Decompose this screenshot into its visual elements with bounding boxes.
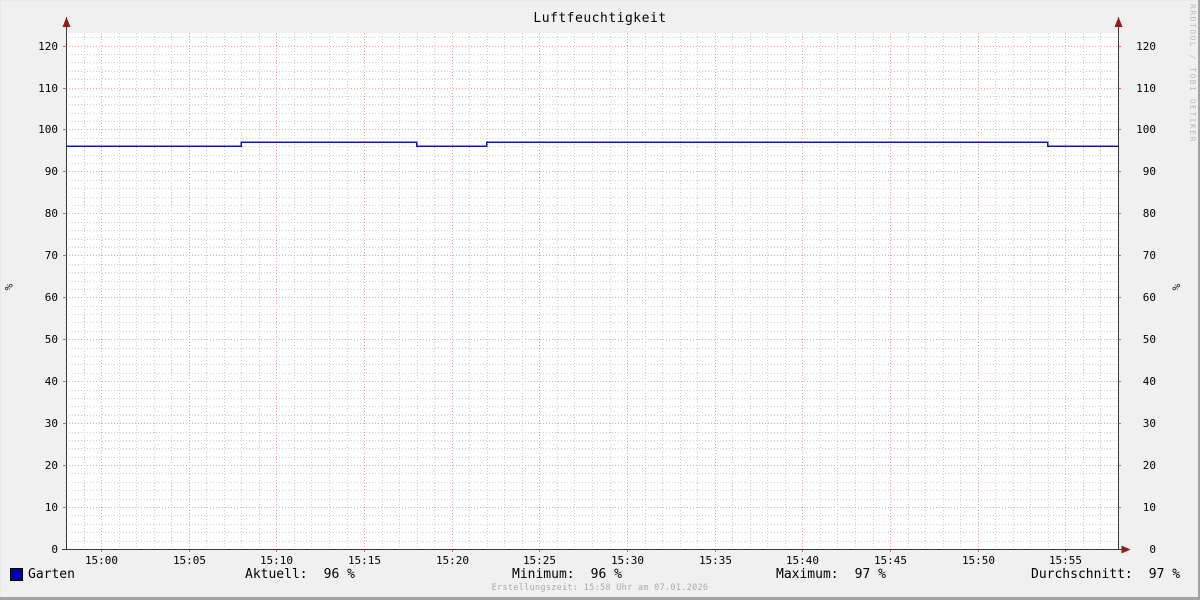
creation-timestamp: Erstellungszeit: 15:58 Uhr am 07.01.2026 <box>491 583 709 593</box>
stat-minimum-value: 96 % <box>590 567 622 582</box>
y-tick-label: 0 <box>1149 542 1156 556</box>
y-tick-label: 40 <box>1142 374 1156 388</box>
y-tick-label: 40 <box>44 374 58 388</box>
x-tick-label: 15:25 <box>522 554 557 567</box>
x-tick-label: 15:35 <box>698 554 733 567</box>
y-tick-label: 50 <box>1142 332 1156 346</box>
stat-maximum-label: Maximum: <box>776 567 839 582</box>
y-tick-label: 60 <box>1142 290 1156 304</box>
stat-durchschnitt: Durchschnitt: 97 % <box>1031 567 1180 582</box>
series-color-swatch <box>10 568 23 581</box>
y-tick-label: 10 <box>1142 500 1156 514</box>
y-tick-label: 90 <box>1142 164 1156 178</box>
y-tick-label: 80 <box>1142 206 1156 220</box>
x-tick-label: 15:10 <box>259 554 294 567</box>
y-tick-label: 0 <box>51 542 58 556</box>
y-tick-label: 80 <box>44 206 58 220</box>
y-tick-label: 20 <box>44 458 58 472</box>
y-tick-label: 100 <box>1136 122 1156 136</box>
y-axis-unit-right: % <box>1169 283 1183 291</box>
rrdtool-watermark: RRDTOOL / TOBI OETIKER <box>1188 4 1197 143</box>
x-tick-label: 15:00 <box>84 554 119 567</box>
x-tick-label: 15:50 <box>961 554 996 567</box>
x-tick-label: 15:20 <box>435 554 470 567</box>
stat-aktuell-label: Aktuell: <box>245 567 308 582</box>
y-tick-label: 20 <box>1142 458 1156 472</box>
y-tick-label: 10 <box>44 500 58 514</box>
x-tick-label: 15:40 <box>785 554 820 567</box>
y-tick-label: 50 <box>44 332 58 346</box>
y-axis-unit-left: % <box>2 283 16 291</box>
y-tick-label: 110 <box>1136 81 1156 95</box>
stat-aktuell-value: 96 % <box>323 567 355 582</box>
x-tick-label: 15:30 <box>610 554 645 567</box>
x-tick-label: 15:05 <box>172 554 207 567</box>
y-tick-label: 100 <box>38 122 58 136</box>
stat-minimum-label: Minimum: <box>512 567 575 582</box>
x-tick-label: 15:15 <box>347 554 382 567</box>
y-tick-label: 110 <box>38 81 58 95</box>
x-tick-label: 15:55 <box>1048 554 1083 567</box>
stat-aktuell: Aktuell: 96 % <box>245 567 355 582</box>
y-tick-label: 90 <box>44 164 58 178</box>
chart-title: Luftfeuchtigkeit <box>533 11 667 26</box>
stat-maximum: Maximum: 97 % <box>776 567 886 582</box>
y-tick-label: 70 <box>44 248 58 262</box>
series-name: Garten <box>28 567 75 582</box>
legend: Garten Aktuell: 96 % Minimum: 96 % Maximum… <box>0 567 1200 582</box>
y-axis-labels-right: 0 10 20 30 40 50 60 70 80 90 100 110 120 <box>1124 0 1156 600</box>
x-axis-labels: 15:00 15:05 15:10 15:15 15:20 15:25 15:30 15:35… <box>0 554 1200 568</box>
y-axis-labels-left: 0 10 20 30 40 50 60 70 80 90 100 110 120 <box>0 0 58 600</box>
stat-durchschnitt-value: 97 % <box>1148 567 1181 582</box>
y-tick-label: 60 <box>44 290 58 304</box>
stat-minimum: Minimum: 96 % <box>512 567 622 582</box>
y-tick-label: 70 <box>1142 248 1156 262</box>
stat-maximum-value: 97 % <box>854 567 886 582</box>
stat-durchschnitt-label: Durchschnitt: <box>1031 567 1133 582</box>
y-tick-label: 30 <box>44 416 58 430</box>
y-tick-label: 30 <box>1142 416 1156 430</box>
x-tick-label: 15:45 <box>873 554 908 567</box>
y-tick-label: 120 <box>38 39 58 53</box>
y-tick-label: 120 <box>1136 39 1156 53</box>
